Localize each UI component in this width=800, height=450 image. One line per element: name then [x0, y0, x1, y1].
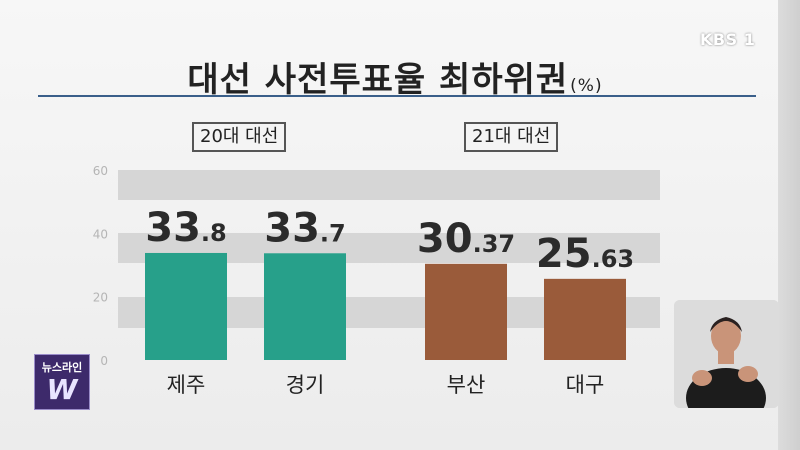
data-label-int: 25 [536, 231, 592, 277]
data-label-int: 33 [264, 205, 320, 251]
group-label-20th: 20대 대선 [192, 122, 287, 152]
bar-경기 [264, 253, 346, 360]
data-label-int: 30 [417, 216, 473, 262]
right-edge [778, 0, 800, 450]
data-label-dec: .7 [320, 219, 346, 247]
data-label-int: 33 [145, 205, 201, 251]
data-label-부산: 30.37 [417, 216, 515, 262]
data-label-경기: 33.7 [264, 205, 346, 251]
category-label-제주: 제주 [167, 373, 206, 397]
program-badge-text: 뉴스라인 [41, 361, 83, 374]
y-tick-label: 60 [93, 164, 108, 178]
program-badge-mark: W [46, 373, 78, 406]
category-label-경기: 경기 [286, 373, 325, 397]
data-label-제주: 33.8 [145, 205, 227, 251]
chart-title: 대선 사전투표율 최하위권 (%) [0, 52, 790, 101]
title-divider [38, 95, 756, 97]
bar-부산 [425, 263, 507, 360]
bar-대구 [544, 278, 626, 360]
category-label-대구: 대구 [566, 373, 605, 397]
data-label-dec: .8 [201, 219, 227, 247]
bar-제주 [145, 252, 227, 360]
group-label-21st: 21대 대선 [464, 122, 559, 152]
chart-title-text: 대선 사전투표율 최하위권 [187, 60, 569, 100]
broadcaster-logo: KBS 1 [700, 30, 756, 49]
category-label-부산: 부산 [447, 373, 486, 397]
grid-band [118, 170, 660, 200]
data-label-dec: .63 [592, 245, 635, 273]
y-tick-label: 40 [93, 227, 108, 241]
sign-language-interpreter [674, 300, 779, 408]
interpreter-figure [674, 300, 779, 408]
y-tick-label: 20 [93, 291, 108, 305]
chart-title-unit: (%) [570, 76, 603, 96]
program-badge: 뉴스라인 W [34, 354, 90, 410]
data-label-대구: 25.63 [536, 231, 634, 277]
data-label-dec: .37 [473, 230, 516, 258]
y-tick-label: 0 [100, 354, 108, 368]
